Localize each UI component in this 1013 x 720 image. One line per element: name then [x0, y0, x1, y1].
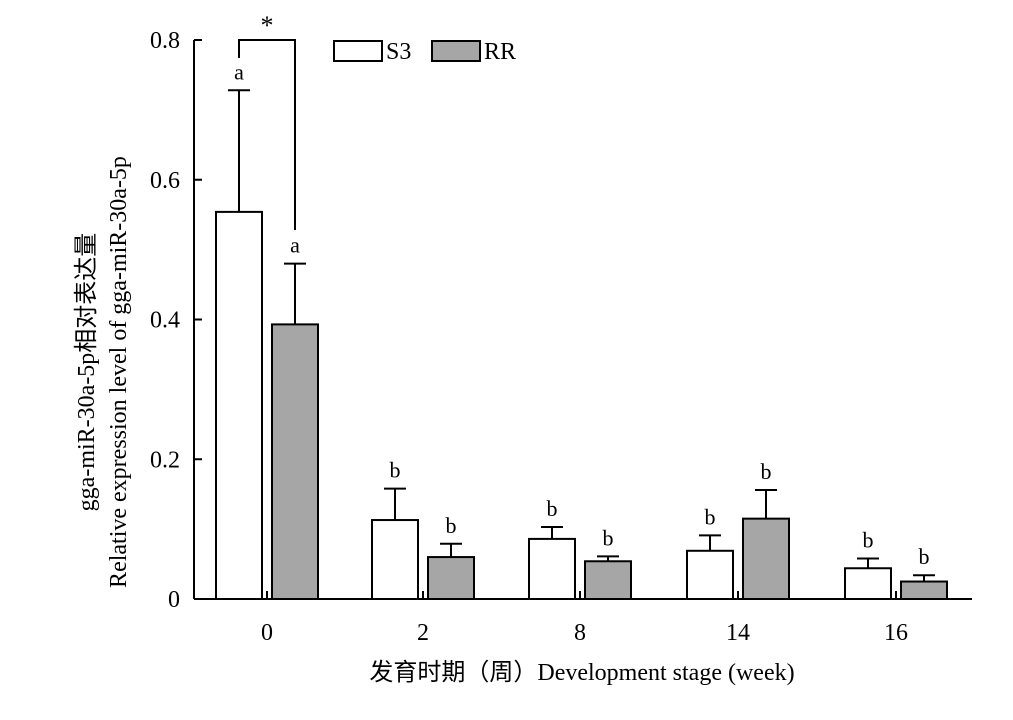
- significance-letters: a b b b b a b b b b: [234, 59, 929, 569]
- significance-letter: b: [547, 496, 558, 521]
- x-tick-label: 16: [884, 620, 908, 646]
- x-axis-ticks: 0 2 8 14 16: [261, 591, 908, 646]
- bar-rr-0: [271, 323, 319, 600]
- significance-letter: b: [603, 525, 614, 550]
- legend-label-rr: RR: [484, 39, 516, 65]
- y-axis-ticks: 0 0.2 0.4 0.6 0.8: [150, 28, 202, 613]
- significance-letter: b: [761, 459, 772, 484]
- x-tick-label: 14: [726, 620, 750, 646]
- y-tick-label: 0.6: [150, 168, 180, 194]
- bar-s3-14: [686, 549, 734, 601]
- significance-letter: b: [863, 527, 874, 552]
- y-tick-label: 0.4: [150, 308, 180, 334]
- bar-s3-0: [215, 210, 263, 601]
- significance-letter: b: [919, 544, 930, 569]
- x-tick-label: 2: [417, 620, 429, 646]
- y-axis-title-line-2: Relative expression level of gga-miR-30a…: [106, 156, 132, 588]
- significance-bracket: *: [238, 11, 296, 230]
- significance-letter: a: [290, 233, 300, 258]
- bar-s3-2: [371, 519, 419, 601]
- legend-label-s3: S3: [386, 39, 411, 65]
- bar-s3-8: [528, 537, 576, 600]
- x-tick-label: 0: [261, 620, 273, 646]
- y-tick-label: 0.8: [150, 28, 180, 54]
- bar-s3-16: [844, 567, 892, 601]
- legend: S3 RR: [333, 39, 516, 65]
- bar-rr-8: [584, 560, 632, 601]
- significance-letter: b: [705, 504, 716, 529]
- legend-swatch-s3: [333, 40, 383, 62]
- x-tick-label: 8: [574, 620, 586, 646]
- bars: [215, 210, 948, 601]
- significance-letter: a: [234, 59, 244, 84]
- legend-swatch-rr: [431, 40, 481, 62]
- bar-rr-14: [742, 517, 790, 600]
- significance-bracket-line: [238, 39, 296, 230]
- significance-letter: b: [390, 458, 401, 483]
- y-axis-title-line-1: gga-miR-30a-5p相对表达量: [73, 233, 100, 512]
- significance-star: *: [261, 11, 274, 40]
- bar-rr-16: [900, 580, 948, 600]
- x-axis-title: 发育时期（周）Development stage (week): [369, 659, 794, 686]
- error-bars: [228, 89, 935, 582]
- y-tick-label: 0.2: [150, 447, 180, 473]
- bar-rr-2: [427, 556, 475, 601]
- significance-letter: b: [446, 513, 457, 538]
- y-tick-label: 0: [168, 587, 180, 613]
